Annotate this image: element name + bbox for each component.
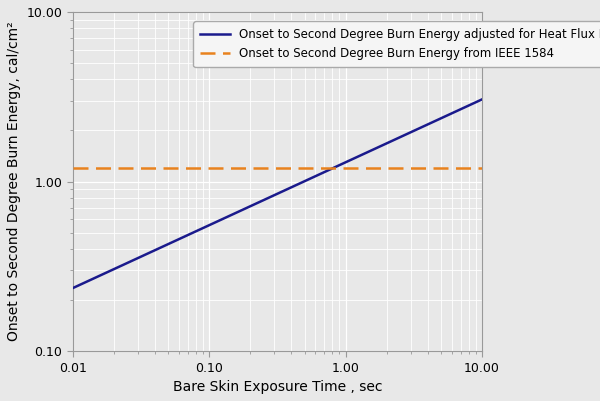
Onset to Second Degree Burn Energy adjusted for Heat Flux Rate — [395, 135, 403, 140]
Onset to Second Degree Burn Energy adjusted for Heat Flux Rate — [350, 156, 358, 161]
Onset to Second Degree Burn Energy from IEEE 1584 — [69, 166, 76, 170]
Y-axis label: Onset to Second Degree Burn Energy, cal/cm²: Onset to Second Degree Burn Energy, cal/… — [7, 22, 21, 341]
Onset to Second Degree Burn Energy adjusted for Heat Flux Rate — [250, 203, 257, 207]
Onset to Second Degree Burn Energy adjusted for Heat Flux Rate — [69, 286, 76, 290]
Onset to Second Degree Burn Energy from IEEE 1584 — [235, 166, 242, 170]
Onset to Second Degree Burn Energy from IEEE 1584 — [250, 166, 257, 170]
Onset to Second Degree Burn Energy adjusted for Heat Flux Rate — [111, 266, 118, 271]
X-axis label: Bare Skin Exposure Time , sec: Bare Skin Exposure Time , sec — [173, 380, 382, 394]
Onset to Second Degree Burn Energy from IEEE 1584 — [350, 166, 358, 170]
Onset to Second Degree Burn Energy adjusted for Heat Flux Rate — [478, 97, 485, 102]
Onset to Second Degree Burn Energy adjusted for Heat Flux Rate — [235, 209, 242, 214]
Onset to Second Degree Burn Energy from IEEE 1584 — [388, 166, 395, 170]
Line: Onset to Second Degree Burn Energy adjusted for Heat Flux Rate: Onset to Second Degree Burn Energy adjus… — [73, 99, 482, 288]
Onset to Second Degree Burn Energy from IEEE 1584 — [111, 166, 118, 170]
Onset to Second Degree Burn Energy from IEEE 1584 — [478, 166, 485, 170]
Onset to Second Degree Burn Energy from IEEE 1584 — [395, 166, 403, 170]
Legend: Onset to Second Degree Burn Energy adjusted for Heat Flux Rate, Onset to Second : Onset to Second Degree Burn Energy adjus… — [193, 21, 600, 67]
Onset to Second Degree Burn Energy adjusted for Heat Flux Rate — [388, 139, 395, 144]
